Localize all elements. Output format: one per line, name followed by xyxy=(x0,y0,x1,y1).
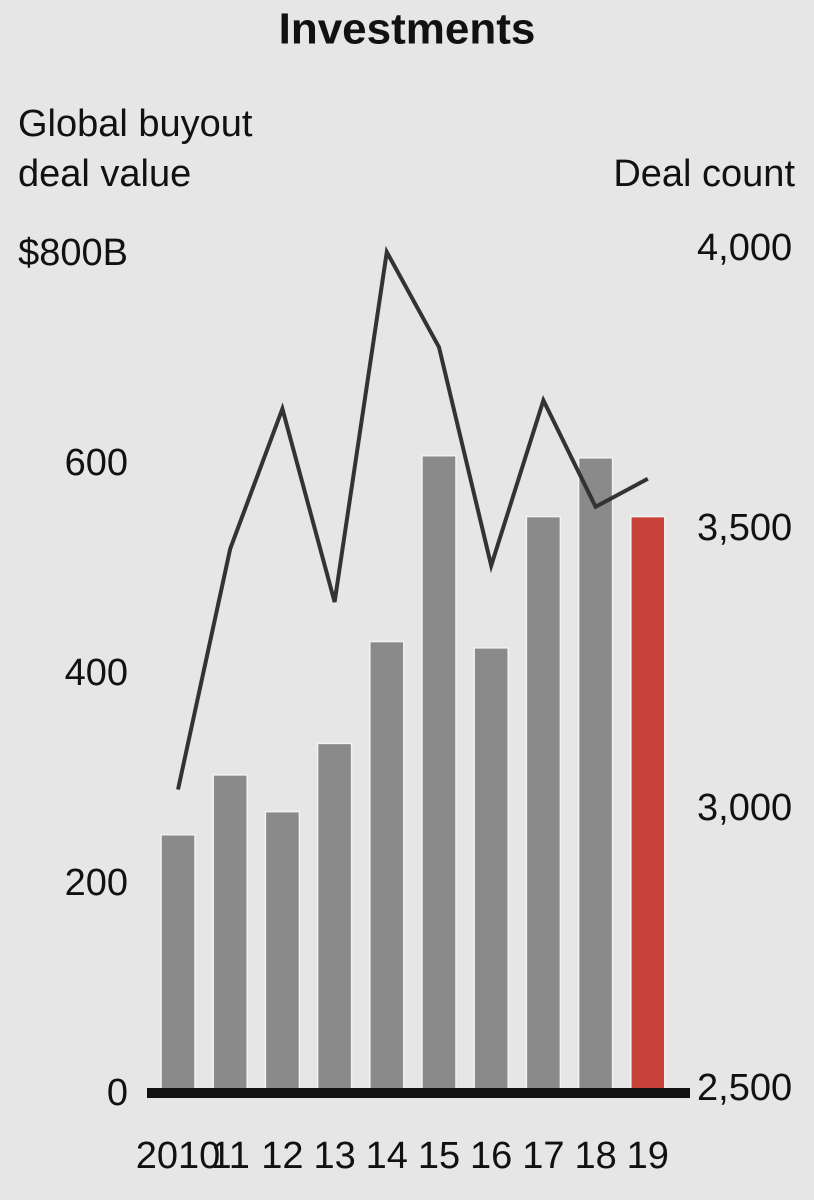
bar xyxy=(525,515,562,1093)
bar xyxy=(577,457,614,1093)
bar xyxy=(369,640,405,1093)
y2-tick-label: 4,000 xyxy=(697,227,792,269)
y-tick-label: 200 xyxy=(65,862,128,904)
y-axis-title: Global buyout xyxy=(18,103,253,145)
x-tick-label: 2010 xyxy=(136,1135,221,1177)
line xyxy=(176,245,649,791)
y-tick-label: 400 xyxy=(65,652,128,694)
x-tick-label: 11 xyxy=(210,1135,249,1177)
y-tick-label: $800B xyxy=(18,232,128,274)
bar xyxy=(212,774,248,1093)
x-axis-baseline xyxy=(147,1088,690,1098)
bar xyxy=(316,742,353,1093)
x-tick-label: 16 xyxy=(470,1135,512,1177)
x-tick-label: 13 xyxy=(313,1135,355,1177)
y2-axis-title: Deal count xyxy=(613,153,795,195)
x-tick-label: 19 xyxy=(627,1135,669,1177)
bar xyxy=(630,515,666,1093)
y-axis-title: deal value xyxy=(18,153,191,195)
x-tick-label: 15 xyxy=(418,1135,460,1177)
y2-tick-label: 3,000 xyxy=(697,787,792,829)
y2-tick-label: 3,500 xyxy=(697,507,792,549)
x-tick-label: 18 xyxy=(574,1135,616,1177)
y-tick-label: 0 xyxy=(107,1072,128,1114)
y2-tick-label: 2,500 xyxy=(697,1067,792,1109)
bar xyxy=(160,834,196,1093)
x-tick-label: 12 xyxy=(261,1135,303,1177)
y-tick-label: 600 xyxy=(65,442,128,484)
bar xyxy=(264,810,301,1093)
chart-title: Investments xyxy=(279,5,536,54)
x-tick-label: 17 xyxy=(522,1135,564,1177)
bar xyxy=(473,647,509,1093)
x-tick-label: 14 xyxy=(366,1135,408,1177)
bar xyxy=(421,454,457,1093)
